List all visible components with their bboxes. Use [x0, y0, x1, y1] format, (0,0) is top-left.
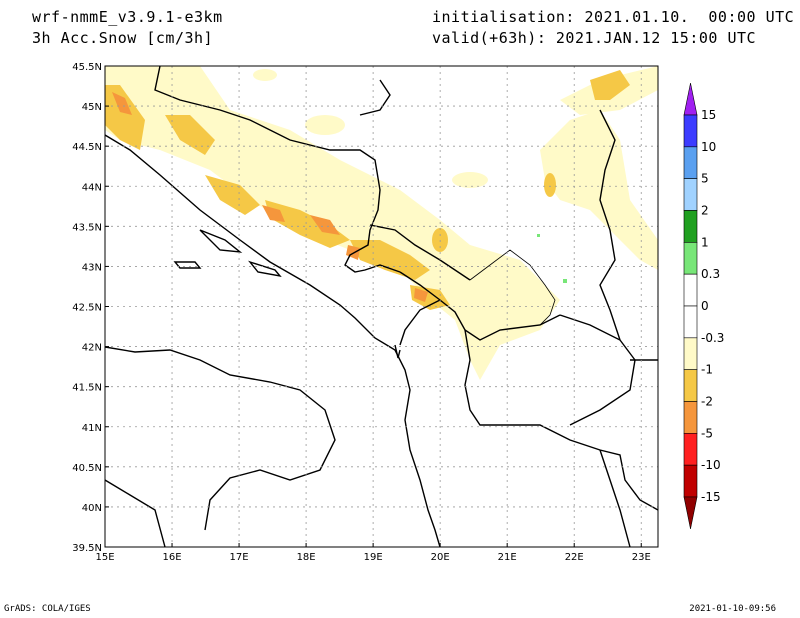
colorbar-label: 0.3 — [701, 267, 720, 281]
lon-tick-label: 22E — [565, 552, 584, 563]
colorbar-label: -0.3 — [701, 331, 724, 345]
colorbar-segment — [683, 114, 698, 148]
colorbar: 15 10 5 2 1 0.3 0 -0.3 -1 -2 -5 -10 -15 — [683, 82, 724, 530]
colorbar-label: -1 — [701, 363, 713, 377]
lon-tick-label: 19E — [364, 552, 383, 563]
colorbar-label: -10 — [701, 458, 721, 472]
colorbar-label: 5 — [701, 172, 709, 186]
colorbar-segment — [683, 433, 698, 466]
lon-tick-label: 23E — [632, 552, 651, 563]
colorbar-label: 10 — [701, 140, 716, 154]
lat-tick-label: 42N — [82, 343, 102, 354]
lat-tick-label: 45.5N — [72, 62, 102, 73]
colorbar-segment — [683, 337, 698, 370]
lon-tick-label: 15E — [95, 552, 114, 563]
colorbar-segment — [683, 242, 698, 275]
valid-time: valid(+63h): 2021.JAN.12 15:00 UTC — [432, 29, 757, 47]
lat-tick-label: 45N — [82, 102, 102, 113]
colorbar-segment — [683, 273, 698, 307]
lon-tick-label: 20E — [431, 552, 450, 563]
coastlines-borders — [105, 66, 658, 547]
lat-tick-label: 43N — [82, 262, 102, 273]
footer-credit: GrADS: COLA/IGES — [4, 604, 91, 614]
lat-tick-label: 44N — [82, 182, 102, 193]
lon-tick-label: 21E — [498, 552, 517, 563]
colorbar-segment — [683, 464, 698, 498]
colorbar-label: 2 — [701, 204, 709, 218]
lon-tick-label: 16E — [163, 552, 182, 563]
model-title: wrf-nmmE_v3.9.1-e3km — [32, 8, 223, 26]
colorbar-segment — [683, 210, 698, 243]
lat-tick-label: 41N — [82, 423, 102, 434]
lat-tick-label: 39.5N — [72, 543, 102, 554]
colorbar-label: -5 — [701, 426, 713, 440]
snow-shading — [105, 66, 658, 380]
colorbar-label: -2 — [701, 395, 713, 409]
colorbar-label: 0 — [701, 299, 709, 313]
colorbar-segment — [683, 305, 698, 339]
footer-timestamp: 2021-01-10-09:56 — [689, 604, 776, 614]
longitude-labels: 15E 16E 17E 18E 19E 20E 21E 22E 23E — [95, 543, 651, 563]
colorbar-label: -15 — [701, 490, 721, 504]
lon-tick-label: 18E — [297, 552, 316, 563]
colorbar-segment — [683, 178, 698, 211]
lat-tick-label: 43.5N — [72, 222, 102, 233]
colorbar-bottom-arrow — [683, 496, 698, 530]
initialisation-time: initialisation: 2021.01.10. 00:00 UTC — [432, 8, 795, 26]
graticule — [105, 66, 658, 547]
colorbar-segment — [683, 369, 698, 402]
lat-tick-label: 44.5N — [72, 142, 102, 153]
lat-tick-label: 41.5N — [72, 383, 102, 394]
lon-tick-label: 17E — [230, 552, 249, 563]
lat-tick-label: 40N — [82, 503, 102, 514]
latitude-labels: 39.5N 40N 40.5N 41N 41.5N 42N 42.5N 43N 43.5N 44N… — [72, 62, 109, 554]
colorbar-label: 15 — [701, 108, 716, 122]
colorbar-segment — [683, 401, 698, 434]
colorbar-segment — [683, 146, 698, 179]
colorbar-top-arrow — [683, 82, 698, 116]
lat-tick-label: 42.5N — [72, 303, 102, 314]
lat-tick-label: 40.5N — [72, 463, 102, 474]
variable-title: 3h Acc.Snow [cm/3h] — [32, 29, 214, 47]
colorbar-label: 1 — [701, 235, 709, 249]
